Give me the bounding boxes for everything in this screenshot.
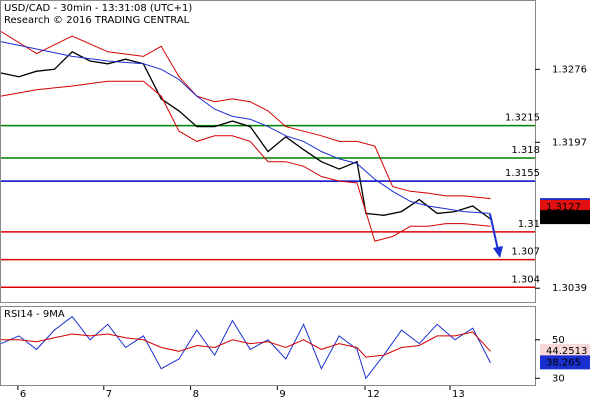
level-label: 1.31 bbox=[518, 219, 540, 230]
y-tick-label: 30 bbox=[552, 373, 565, 384]
x-tick-label: 13 bbox=[452, 389, 465, 400]
price-marker bbox=[540, 355, 590, 370]
main-frame bbox=[0, 0, 536, 303]
price-marker-label: 44.2513 bbox=[546, 346, 587, 357]
level-label: 1.307 bbox=[511, 247, 540, 258]
price-marker-label: 1.3127 bbox=[546, 202, 581, 213]
y-tick-label: 1.3039 bbox=[552, 283, 587, 294]
arrow-head bbox=[493, 246, 503, 258]
x-tick-label: 7 bbox=[106, 389, 112, 400]
series-line bbox=[0, 80, 491, 242]
x-tick-label: 6 bbox=[20, 389, 26, 400]
series-line bbox=[0, 41, 491, 214]
x-tick-label: 12 bbox=[367, 389, 380, 400]
price-marker bbox=[540, 343, 590, 358]
plot-layer: 1.32761.31971.30391.32151.3181.31551.311… bbox=[0, 31, 590, 400]
series-line bbox=[0, 31, 491, 200]
level-label: 1.3215 bbox=[505, 113, 540, 124]
price-marker-label: 38.265 bbox=[546, 357, 581, 368]
chart-title: USD/CAD - 30min - 13:31:08 (UTC+1) bbox=[4, 3, 192, 14]
y-tick-label: 50 bbox=[552, 335, 565, 346]
series-line bbox=[1, 331, 491, 358]
arrow bbox=[489, 213, 499, 251]
y-tick-label: 1.3276 bbox=[552, 64, 587, 75]
rsi-title: RSI14 - 9MA bbox=[4, 309, 65, 320]
series-line bbox=[0, 51, 491, 220]
series-line bbox=[0, 315, 491, 380]
price-marker bbox=[540, 210, 590, 225]
x-tick-label: 9 bbox=[279, 389, 285, 400]
level-label: 1.304 bbox=[511, 274, 540, 285]
rsi-frame bbox=[0, 306, 536, 386]
x-tick-label: 8 bbox=[193, 389, 199, 400]
price-marker-label: 1.3116 bbox=[546, 212, 581, 223]
level-label: 1.3155 bbox=[505, 168, 540, 179]
level-label: 1.318 bbox=[511, 145, 540, 156]
y-tick-label: 1.3197 bbox=[552, 137, 587, 148]
chart-subtitle: Research © 2016 TRADING CENTRAL bbox=[4, 15, 190, 26]
